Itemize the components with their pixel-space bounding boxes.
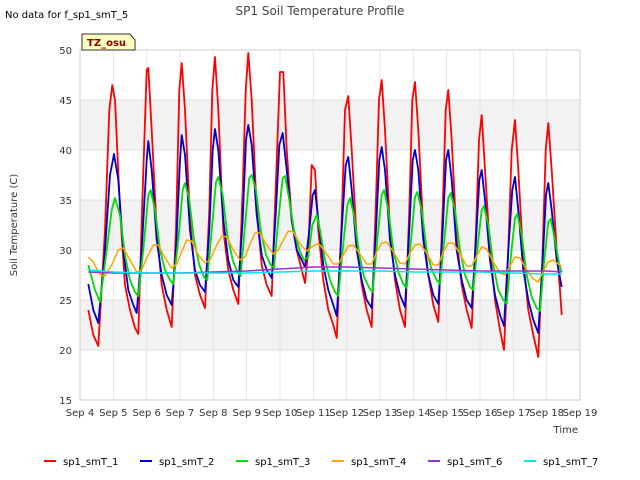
x-tick-label: Sep 10 [263,408,298,419]
x-tick-label: Sep 7 [166,408,194,419]
y-tick-label: 15 [59,396,72,407]
y-tick-label: 25 [59,296,72,307]
x-tick-label: Sep 5 [99,408,127,419]
x-tick-label: Sep 18 [529,408,564,419]
legend-label: sp1_smT_4 [351,457,406,468]
y-tick-label: 20 [59,346,72,357]
x-tick-label: Sep 4 [66,408,94,419]
x-tick-label: Sep 19 [563,408,598,419]
series-line-sp1_smT_1 [87,52,563,358]
legend-item-sp1_smT_4: sp1_smT_4 [332,457,406,468]
legend-item-sp1_smT_7: sp1_smT_7 [524,457,598,468]
x-tick-labels: Sep 4 Sep 5 Sep 6 Sep 7 Sep 8 Sep 9 Sep 10Sep … [66,408,598,419]
x-tick-label: Sep 11 [296,408,331,419]
legend-item-sp1_smT_1: sp1_smT_1 [44,457,118,468]
legend: sp1_smT_1 sp1_smT_2 sp1_smT_3 sp1_smT_4 sp1_… [44,457,598,468]
x-tick-label: Sep 16 [463,408,498,419]
x-tick-label: Sep 13 [363,408,398,419]
background-band [80,200,580,250]
legend-item-sp1_smT_2: sp1_smT_2 [140,457,214,468]
legend-label: sp1_smT_6 [447,457,502,468]
legend-label: sp1_smT_1 [63,457,118,468]
x-tick-label: Sep 6 [132,408,160,419]
x-tick-label: Sep 8 [199,408,227,419]
y-tick-label: 35 [59,196,72,207]
y-tick-label: 40 [59,146,72,157]
tz-badge-label: TZ_osu [87,38,126,49]
background-band [80,100,580,150]
x-tick-label: Sep 9 [232,408,260,419]
x-tick-label: Sep 12 [329,408,364,419]
chart-title: SP1 Soil Temperature Profile [236,4,405,18]
y-axis-label: Soil Temperature (C) [9,174,20,277]
y-tick-labels: 15 20 25 30 35 40 45 50 [59,46,72,407]
x-tick-label: Sep 14 [396,408,431,419]
x-tick-label: Sep 15 [429,408,464,419]
plot-frame [79,49,581,401]
legend-item-sp1_smT_3: sp1_smT_3 [236,457,310,468]
no-data-note: No data for f_sp1_smT_5 [5,10,128,21]
series-line-sp1_smT_3 [87,174,563,312]
legend-item-sp1_smT_6: sp1_smT_6 [428,457,502,468]
x-tick-label: Sep 17 [496,408,531,419]
legend-label: sp1_smT_7 [543,457,598,468]
y-tick-label: 30 [59,246,72,257]
y-tick-label: 45 [59,96,72,107]
y-tick-label: 50 [59,46,72,57]
series-lines [87,52,563,358]
tz-badge: TZ_osu [81,33,136,51]
series-line-sp1_smT_7 [88,269,562,275]
legend-label: sp1_smT_3 [255,457,310,468]
x-axis-label: Time [553,425,578,436]
series-line-sp1_smT_4 [87,230,563,283]
legend-label: sp1_smT_2 [159,457,214,468]
